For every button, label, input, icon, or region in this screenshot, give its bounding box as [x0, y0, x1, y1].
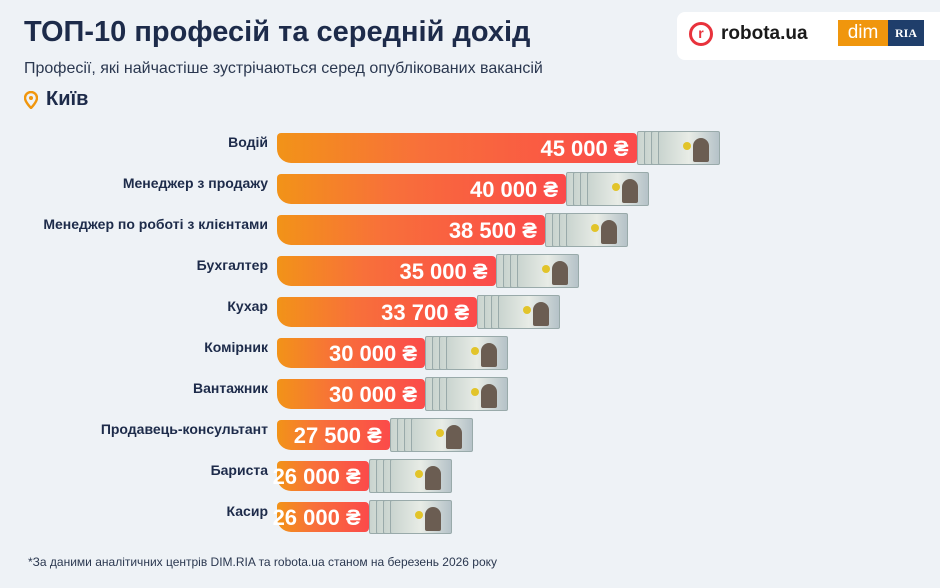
bar: 35 000 ₴: [277, 254, 579, 288]
subtitle: Професії, які найчастіше зустрічаються с…: [24, 60, 543, 77]
value-label: 38 500 ₴: [448, 218, 537, 243]
robota-logo: r robota.ua: [689, 22, 808, 46]
value-label: 35 000 ₴: [399, 259, 488, 284]
bar: 45 000 ₴: [277, 131, 720, 165]
category-label: Менеджер по роботі з клієнтами: [43, 216, 268, 232]
category-label: Вантажник: [193, 380, 268, 396]
value-label: 45 000 ₴: [540, 136, 629, 161]
bar: 26 000 ₴: [273, 500, 452, 534]
footnote: *За даними аналітичних центрів DIM.RIA т…: [28, 555, 498, 569]
value-label: 40 000 ₴: [469, 177, 559, 202]
category-label: Продавець-консультант: [100, 421, 268, 437]
banknotes-icon: [425, 377, 509, 411]
category-label: Касир: [226, 503, 268, 519]
value-label: 30 000 ₴: [328, 341, 418, 366]
logos: r robota.ua dim RIA: [677, 12, 940, 60]
banknotes-icon: [368, 500, 452, 534]
map-pin-icon: [24, 90, 38, 109]
value-label: 27 500 ₴: [293, 423, 382, 448]
category-label: Кухар: [227, 298, 268, 314]
bar: 40 000 ₴: [277, 172, 650, 206]
category-label: Комірник: [204, 339, 268, 355]
bar: 30 000 ₴: [277, 377, 509, 411]
banknotes-icon: [495, 254, 579, 288]
banknotes-icon: [544, 213, 628, 247]
dim-logo: dim: [838, 20, 888, 46]
value-label: 26 000 ₴: [272, 464, 361, 489]
category-label: Менеджер з продажу: [122, 175, 268, 191]
banknotes-icon: [566, 172, 650, 206]
bar: 27 500 ₴: [277, 418, 473, 452]
value-label: 33 700 ₴: [381, 300, 470, 325]
bar: 30 000 ₴: [277, 336, 509, 370]
category-label: Водій: [228, 134, 268, 150]
ria-logo: RIA: [888, 20, 924, 46]
city-name: Київ: [46, 88, 89, 110]
banknotes-icon: [636, 131, 720, 165]
bar: 38 500 ₴: [277, 213, 628, 247]
banknotes-icon: [477, 295, 561, 329]
bar: 33 700 ₴: [277, 295, 561, 329]
category-label: Бухгалтер: [196, 257, 268, 273]
banknotes-icon: [389, 418, 473, 452]
value-label: 30 000 ₴: [328, 382, 418, 407]
banknotes-icon: [425, 336, 509, 370]
value-label: 26 000 ₴: [272, 505, 361, 530]
category-label: Бариста: [210, 462, 268, 478]
bar: 26 000 ₴: [273, 459, 452, 493]
city: Київ: [24, 88, 88, 111]
banknotes-icon: [368, 459, 452, 493]
page-title: ТОП-10 професій та середній дохід: [24, 16, 531, 48]
